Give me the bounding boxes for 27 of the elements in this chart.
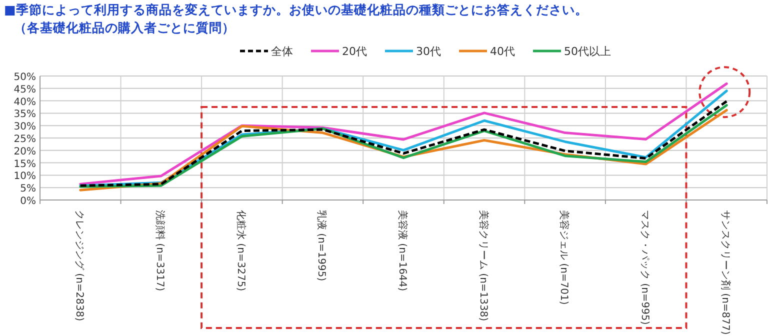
chart-title: ■季節によって利用する商品を変えていますか。お使いの基礎化粧品の種類ごとにお答えください。 xyxy=(4,2,588,17)
y-tick-label: 35% xyxy=(14,109,36,120)
y-tick-label: 0% xyxy=(20,196,36,207)
x-tick-label: サンスクリーン剤 (n=877) xyxy=(720,210,732,335)
legend-label: 30代 xyxy=(416,45,441,58)
y-tick-label: 50% xyxy=(14,72,36,83)
x-tick-label: クレンジング (n=2838) xyxy=(73,210,84,322)
y-tick-label: 25% xyxy=(14,134,36,145)
x-tick-label: 美容ジェル (n=701) xyxy=(558,210,570,305)
y-tick-label: 40% xyxy=(14,96,36,108)
legend-label: 40代 xyxy=(490,45,515,58)
y-tick-label: 5% xyxy=(20,184,36,195)
legend-label: 50代以上 xyxy=(564,45,611,58)
x-tick-label: 美容液 (n=1644) xyxy=(396,210,408,292)
y-tick-label: 20% xyxy=(14,146,36,158)
y-tick-label: 30% xyxy=(14,122,36,133)
y-tick-label: 45% xyxy=(14,84,36,96)
x-tick-label: マスク・パック (n=995) xyxy=(638,210,650,325)
legend-label: 全体 xyxy=(271,45,293,58)
y-tick-label: 15% xyxy=(14,158,36,170)
chart-subtitle: （各基礎化粧品の購入者ごとに質問） xyxy=(14,20,235,35)
x-tick-label: 洗顔料 (n=3317) xyxy=(154,210,166,292)
y-tick-label: 10% xyxy=(14,171,36,182)
x-tick-label: 乳液 (n=1995) xyxy=(316,210,328,282)
x-tick-label: 化粧水 (n=3275) xyxy=(234,210,247,292)
legend-label: 20代 xyxy=(342,45,367,58)
x-tick-label: 美容クリーム (n=1338) xyxy=(477,210,490,322)
